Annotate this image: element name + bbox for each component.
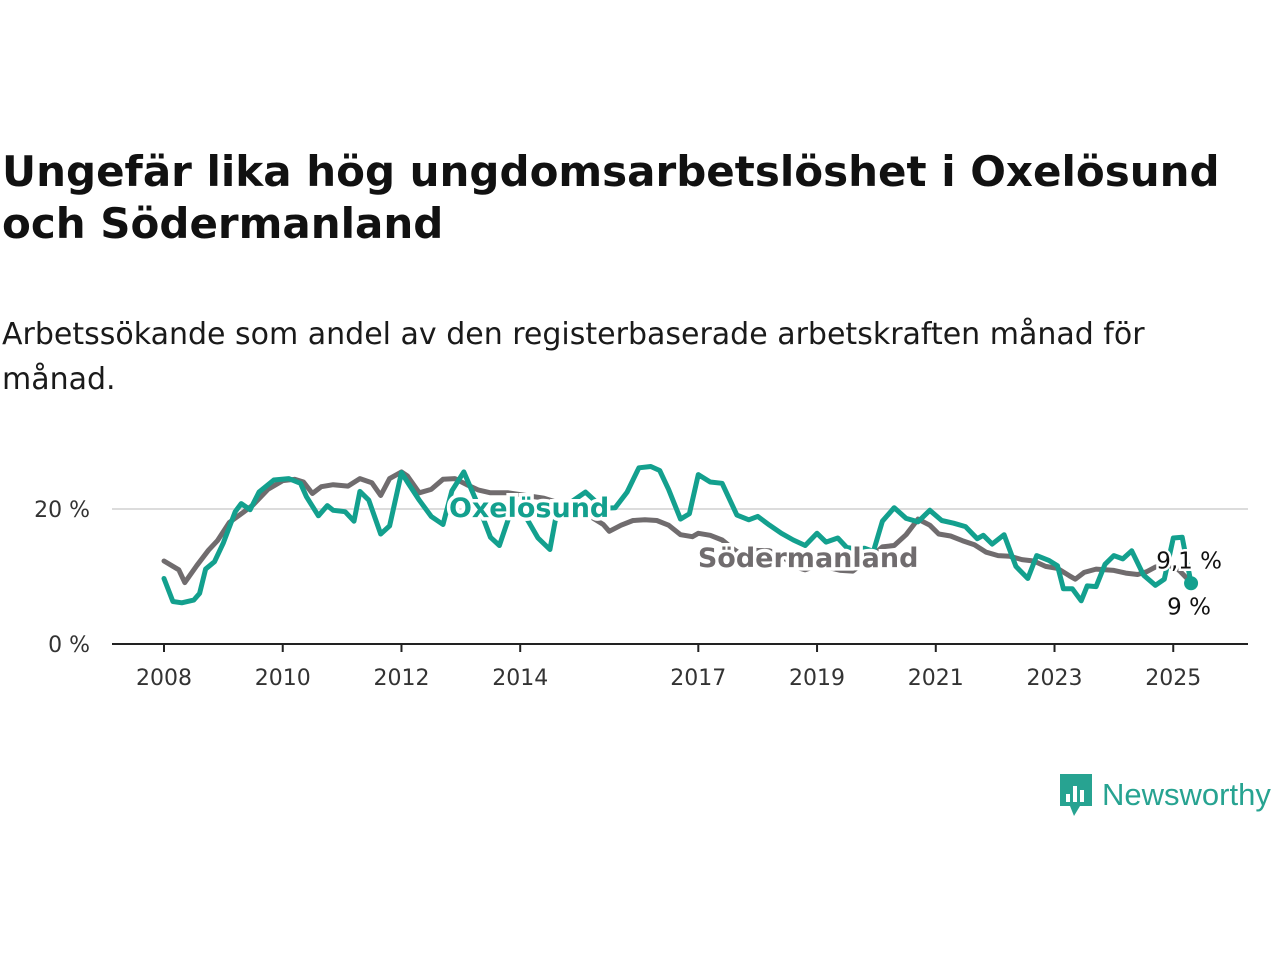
x-tick-label: 2012 xyxy=(373,666,429,691)
x-tick-label: 2021 xyxy=(908,666,964,691)
series-annotation-s-dermanland: Södermanland xyxy=(698,543,919,574)
x-tick-label: 2023 xyxy=(1027,666,1083,691)
bar-chart-bubble-icon xyxy=(1060,774,1092,816)
page-title: Ungefär lika hög ungdomsarbetslöshet i O… xyxy=(2,147,1220,248)
x-tick-label: 2019 xyxy=(789,666,845,691)
y-tick-label: 20 % xyxy=(34,498,90,523)
end-value-label-s-dermanland: 9,1 % xyxy=(1156,549,1222,575)
series-line-s-dermanland xyxy=(161,469,1194,586)
x-tick-label: 2008 xyxy=(136,666,192,691)
end-point-marker xyxy=(1184,576,1199,591)
page-subtitle: Arbetssökande som andel av den registerb… xyxy=(2,317,1145,397)
x-tick-label: 2010 xyxy=(255,666,311,691)
line-chart: 0 % 20 % 2008 2010 2012 2014 2017 2019 2021 2023 2… xyxy=(34,464,1248,691)
series-line-oxel-sund xyxy=(161,464,1194,606)
newsworthy-logo: Newsworthy xyxy=(1058,772,1271,818)
end-value-label-oxel-sund: 9 % xyxy=(1167,594,1211,620)
series-annotation-oxel-sund: Oxelösund xyxy=(449,493,609,524)
x-tick-label: 2025 xyxy=(1145,666,1201,691)
y-tick-label: 0 % xyxy=(48,633,90,658)
brand-name: Newsworthy xyxy=(1102,777,1271,812)
x-tick-label: 2014 xyxy=(492,666,548,691)
x-tick-label: 2017 xyxy=(670,666,726,691)
